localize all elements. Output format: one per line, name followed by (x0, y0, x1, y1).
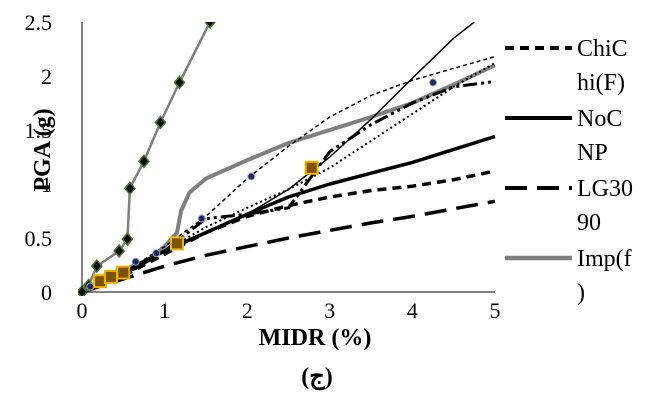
circle-marker (429, 78, 438, 87)
x-tick-label: 4 (407, 298, 418, 323)
square-marker (103, 269, 118, 284)
diamond-marker (113, 243, 126, 259)
y-tick-label: 1 (41, 172, 52, 197)
legend-label: 90 (577, 210, 601, 236)
x-tick-labels: 0 1 2 3 4 5 (77, 298, 501, 323)
y-tick-label: 2.5 (25, 10, 53, 35)
legend-label: NoC (577, 106, 622, 132)
x-tick-label: 1 (159, 298, 170, 323)
y-tick-label: 1.5 (25, 118, 53, 143)
legend-label: hi(F) (577, 70, 625, 96)
series-8 (78, 22, 217, 296)
y-tick-label: 0 (41, 280, 52, 305)
series-4 (81, 22, 475, 293)
diamond-marker (173, 75, 186, 90)
square-marker (116, 265, 131, 280)
legend-label: ChiC (577, 36, 628, 62)
series-line-7 (81, 62, 496, 293)
series-3 (81, 199, 496, 294)
circle-marker (247, 172, 256, 181)
figure-caption: (ج) (301, 364, 333, 391)
series-7 (81, 62, 496, 293)
series-layer (78, 22, 496, 296)
legend: ChiC hi(F) NoC NP LG30 90 Imp(f) (505, 36, 633, 306)
circle-marker (86, 282, 95, 291)
square-marker (169, 236, 184, 251)
series-line-2 (81, 169, 496, 294)
x-axis-title: MIDR (%) (259, 325, 372, 351)
diamond-marker (137, 154, 150, 169)
series-line-5 (81, 55, 496, 293)
x-tick-label: 2 (242, 298, 253, 323)
diamond-marker (204, 22, 217, 30)
series-line-8 (81, 22, 212, 293)
legend-label: ) (577, 280, 585, 306)
square-marker (304, 160, 319, 175)
circle-marker (197, 214, 206, 223)
x-tick-label: 5 (490, 298, 501, 323)
circle-marker (131, 257, 140, 266)
y-axis-title: PGA (g) (30, 108, 56, 191)
series-10 (93, 160, 319, 289)
diamond-marker (154, 115, 167, 130)
legend-label: Imp(f (577, 246, 632, 272)
x-tick-label: 0 (77, 298, 88, 323)
axes (81, 22, 495, 293)
series-line-4 (81, 22, 475, 293)
y-tick-label: 0.5 (25, 226, 53, 251)
y-tick-label: 2 (41, 64, 52, 89)
series-2 (81, 169, 496, 294)
legend-label: NP (577, 140, 608, 166)
diamond-marker (121, 231, 134, 247)
circle-marker (152, 249, 161, 258)
series-5 (81, 55, 496, 293)
x-tick-label: 3 (324, 298, 335, 323)
diamond-marker (123, 181, 136, 196)
legend-label: LG30 (577, 176, 633, 202)
series-line-3 (81, 199, 496, 294)
diamond-marker (90, 258, 103, 274)
y-tick-labels: 0 0.5 1 1.5 2 2.5 (25, 10, 53, 305)
